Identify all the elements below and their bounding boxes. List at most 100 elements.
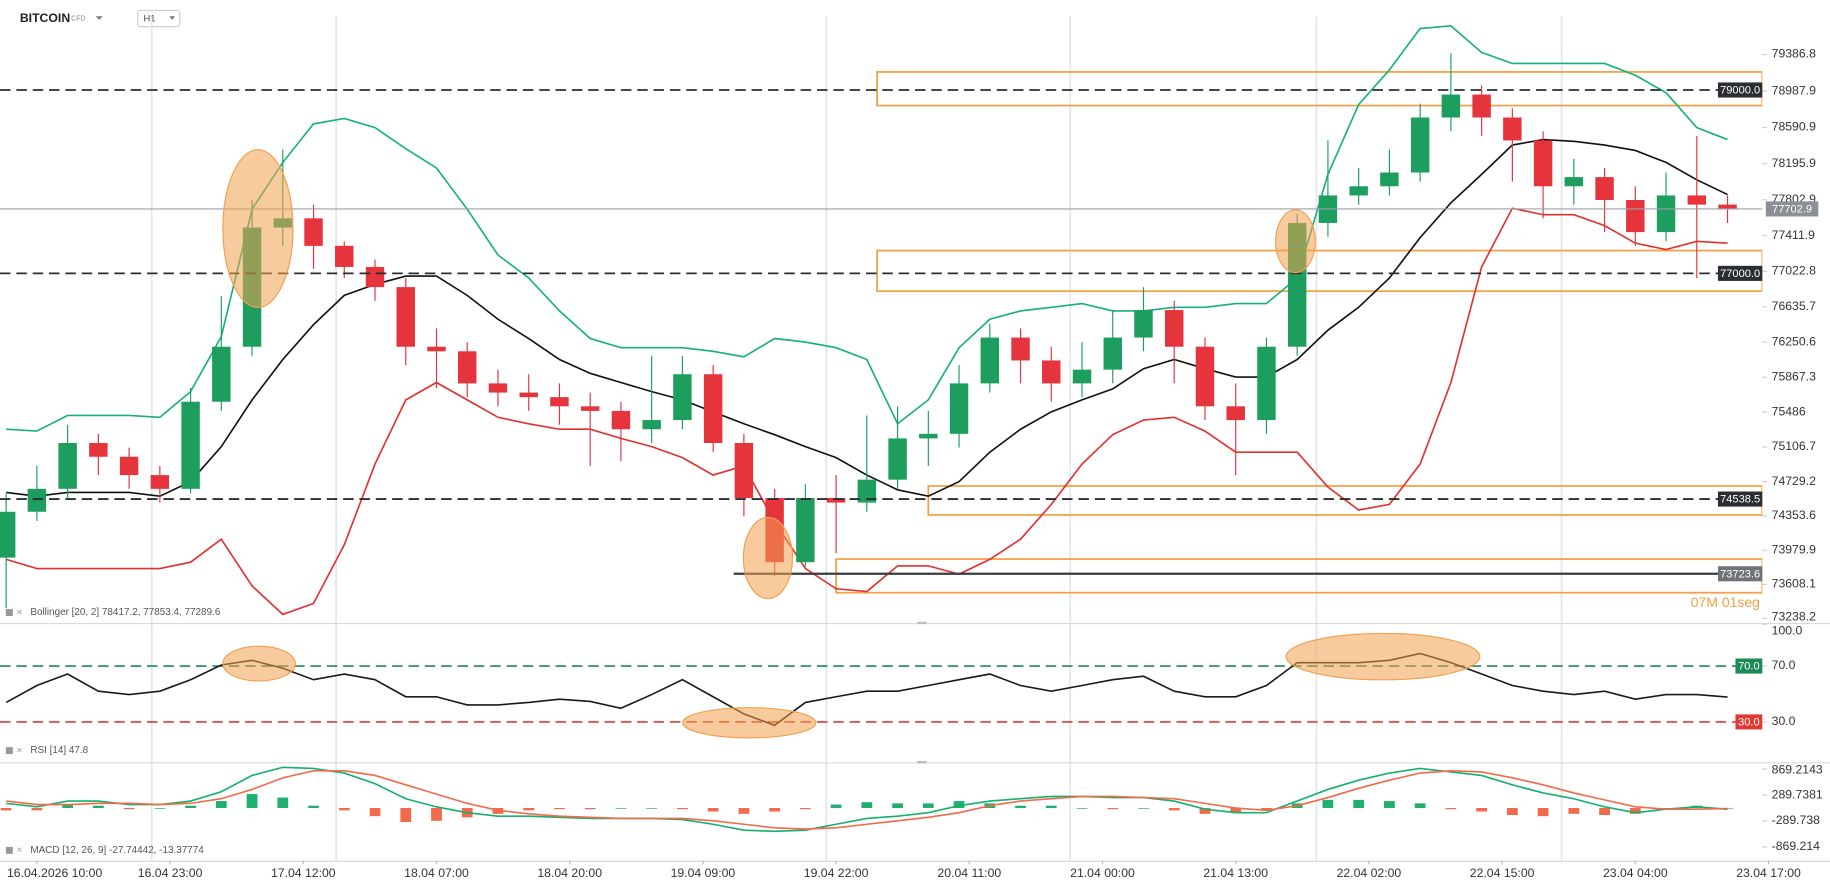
indicator-menu-icon[interactable] [5,747,13,755]
highlight [682,707,817,739]
candle-body [857,479,877,503]
candle-body [1011,337,1030,361]
x-tick-label: 23.04 04:00 [1603,866,1668,880]
price-tag-label: 73723.6 [1720,568,1760,580]
y-tick-label: 77022.8 [1772,264,1816,278]
y-tick-label: 289.7381 [1772,787,1823,801]
candle-body [1165,310,1184,347]
x-tick-label: 16.04 23:00 [138,866,203,880]
timeframe[interactable]: H1 [144,14,156,24]
indicator-menu-icon[interactable] [5,609,13,617]
macd-histogram-bar [1322,799,1334,809]
price-tag [1735,714,1763,730]
candle-body [826,498,846,503]
candle-body [1349,186,1368,196]
y-tick-label: 78590.9 [1772,120,1816,134]
indicator-line [5,207,1728,616]
price-zone [835,558,1763,594]
macd-histogram-bar [799,808,811,810]
candle-body [1380,172,1399,187]
y-tick-label: 30.0 [1772,714,1796,728]
y-tick-label: -869.214 [1772,839,1821,853]
candle-body [1042,360,1061,384]
macd-histogram-bar [1138,808,1149,809]
x-tick-label: 20.04 11:00 [937,866,1001,880]
price-tag [1765,201,1819,217]
macd-histogram-bar [1168,808,1180,811]
indicator-close[interactable]: × [16,845,22,856]
macd-histogram-bar [215,801,227,809]
candle-body [1226,406,1245,421]
candle-body [181,401,200,489]
macd-histogram-bar [1414,803,1426,809]
symbol[interactable]: BITCOIN [20,11,70,25]
candle-body [396,287,415,347]
price-zone [876,249,1763,293]
macd-histogram-bar [1261,808,1272,811]
macd-histogram-bar [1107,808,1119,810]
macd-histogram-bar [1384,801,1395,809]
price-tag [1717,82,1763,98]
macd-histogram-bar [62,804,74,809]
candle-body [949,383,969,434]
timeframe-dropdown[interactable] [169,16,176,20]
macd-histogram-bar [431,808,442,821]
y-tick-label: 76635.7 [1772,299,1816,313]
y-tick-label: 79386.8 [1772,47,1816,61]
price-zone [876,71,1763,107]
candle-body [58,442,77,489]
candle-body [1687,195,1707,205]
indicator-label: RSI [14] 47.8 [30,745,88,756]
candle-body [550,397,569,407]
candle-body [458,351,477,384]
price-tag-label: 77000.0 [1720,268,1760,280]
candle-body [1441,94,1461,118]
y-tick-label: 70.0 [1772,658,1796,672]
macd-histogram-bar [400,808,412,822]
x-tick-label: 21.04 00:00 [1070,866,1135,880]
x-tick-label: 19.04 09:00 [671,866,736,880]
candle-body [1533,140,1553,187]
instrument: CFD [71,15,85,22]
candle-body [642,420,661,430]
macd-histogram-bar [31,808,43,811]
price-tag [1735,658,1763,674]
macd-histogram-bar [154,808,166,809]
macd-histogram-bar [1353,799,1365,809]
candle-body [1072,369,1092,384]
candle-body [1472,94,1491,118]
indicator-line [6,766,1728,833]
x-tick-label: 19.04 22:00 [804,866,869,880]
macd-histogram-bar [1629,808,1641,814]
candle-body [888,438,907,480]
candle-body [0,511,16,558]
y-tick-label: 75106.7 [1772,439,1816,453]
highlight [222,645,296,682]
candle-body [119,456,139,476]
resize-handle[interactable] [917,761,927,764]
macd-histogram-bar [1015,805,1026,809]
macd-histogram-bar [123,808,135,810]
resize-handle[interactable] [917,621,927,625]
y-tick-label: -289.738 [1772,813,1821,827]
y-tick-label: 73238.2 [1772,609,1816,623]
indicator-line [6,25,1728,432]
macd-histogram-bar [1476,808,1488,812]
candle-body [673,374,692,421]
x-tick-label: 18.04 20:00 [537,866,602,880]
candle-body [796,498,815,563]
indicator-close[interactable]: × [16,607,22,618]
macd-histogram-bar [554,808,565,810]
candle-body [703,374,723,443]
y-tick-label: 78987.9 [1772,83,1816,97]
symbol-dropdown[interactable] [95,16,103,20]
x-tick-label: 22.04 02:00 [1337,866,1402,880]
timeframe-select[interactable] [137,9,181,28]
indicator-close[interactable]: × [16,745,22,756]
macd-histogram-bar [1230,808,1242,813]
y-tick-label: 73608.1 [1772,577,1816,591]
indicator-menu-icon[interactable] [5,846,13,854]
macd-histogram-bar [707,808,719,812]
macd-histogram-bar [892,803,903,809]
